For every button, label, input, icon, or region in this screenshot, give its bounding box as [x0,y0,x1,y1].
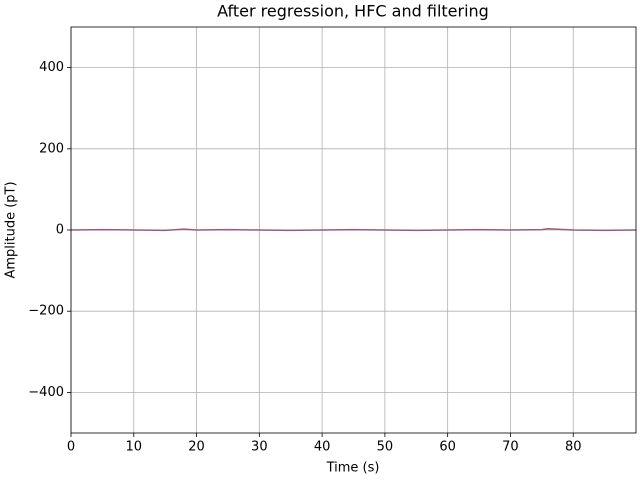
x-tick-label: 60 [439,440,456,455]
x-tick-label: 30 [251,440,268,455]
y-tick-label: −200 [28,304,64,319]
series-line [70,228,637,232]
x-tick-label: 80 [565,440,582,455]
x-tick-label: 0 [67,440,75,455]
x-axis-label: Time (s) [326,461,380,476]
x-tick-label: 70 [502,440,519,455]
plot-area: 0 10 20 30 40 50 60 70 80 −400 −200 0 200 400 [28,27,637,455]
y-tick-label: 200 [39,141,64,156]
y-tick-label: −400 [28,385,64,400]
x-tick-label: 40 [314,440,331,455]
x-tick-label: 50 [377,440,394,455]
chart-title: After regression, HFC and filtering [217,2,489,21]
x-tick-label: 10 [126,440,143,455]
y-tick-label: 0 [56,223,64,238]
y-axis-label: Amplitude (pT) [4,181,19,278]
axes-frame [70,26,637,434]
x-tick-label: 20 [188,440,205,455]
y-tick-label: 400 [39,60,64,75]
